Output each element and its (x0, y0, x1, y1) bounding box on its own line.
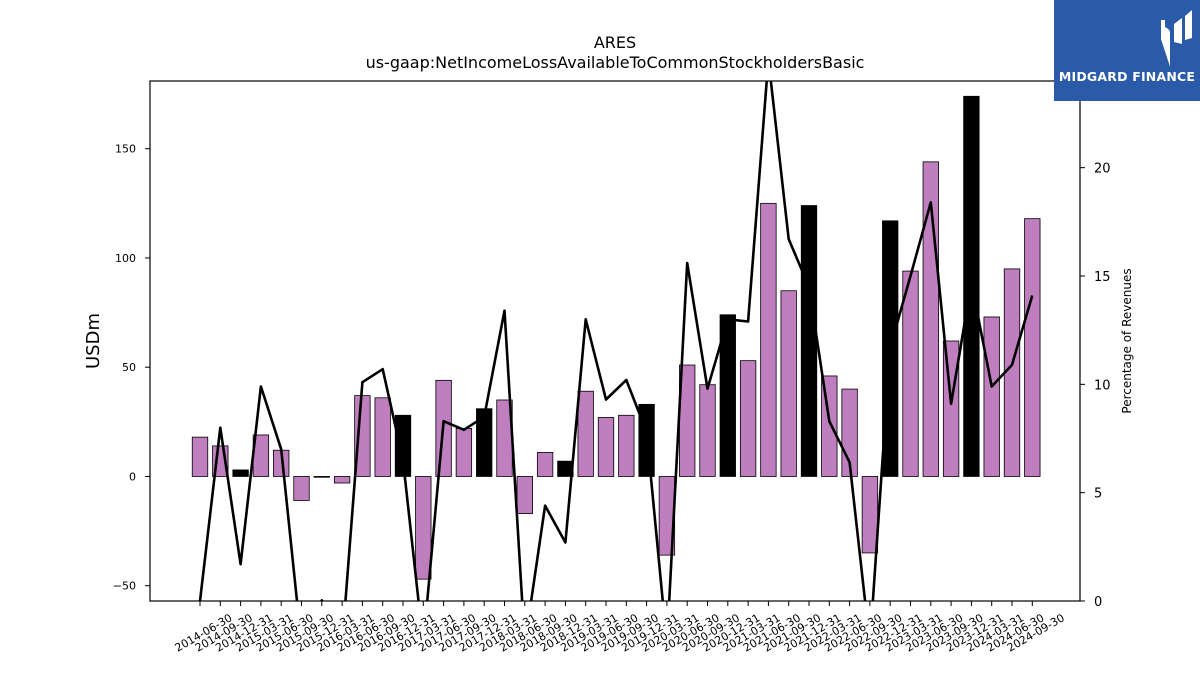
bar-2015-09-30 (293, 476, 310, 501)
y2-tick-label: 0 (1094, 595, 1102, 610)
bar-2021-06-30 (760, 202, 777, 477)
bar-2018-06-30 (516, 476, 533, 514)
bar-2019-06-30 (597, 417, 615, 477)
bar-2022-09-30 (861, 476, 879, 554)
y-tick-label: −50 (113, 580, 136, 593)
bar-2021-03-31 (739, 360, 757, 477)
y-tick-label: 100 (115, 252, 136, 265)
line-percentage-of-revenues (198, 81, 1034, 601)
y-tick-label: 50 (122, 361, 136, 374)
bar-2021-09-30 (780, 290, 797, 477)
bar-2014-06-30 (191, 436, 209, 477)
y2-axis-label: Percentage of Revenues (1120, 268, 1134, 413)
chart-subtitle: us-gaap:NetIncomeLossAvailableToCommonSt… (366, 53, 865, 72)
bar-2024-03-31 (983, 316, 1000, 477)
y2-tick-label: 5 (1094, 487, 1102, 502)
y-axis-label: USDm (83, 313, 104, 369)
bar-2024-09-30 (1024, 218, 1041, 477)
midgard-logo-icon (1161, 10, 1192, 67)
logo-text: MIDGARD FINANCE (1058, 69, 1196, 84)
bar-2020-12-31 (719, 314, 736, 477)
y2-tick-label: 15 (1094, 270, 1111, 285)
y-tick-label: 0 (129, 470, 136, 483)
bar-2019-03-31 (577, 390, 594, 477)
bar-2017-03-31 (415, 476, 432, 580)
bar-2020-09-30 (699, 384, 716, 477)
bar-2015-12-31 (313, 476, 330, 478)
bar-2016-12-31 (394, 414, 412, 477)
bar-2016-03-31 (333, 476, 351, 484)
plot-frame (149, 80, 1081, 602)
bar-2017-12-31 (476, 408, 493, 477)
y2-tick-label: 10 (1094, 378, 1111, 393)
plot-area: −50050100150051015202014-06-302014-09-30… (113, 80, 1111, 655)
bar-2016-09-30 (374, 397, 391, 477)
midgard-finance-logo: MIDGARD FINANCE (1054, 0, 1200, 101)
bar-2024-06-30 (1003, 268, 1021, 477)
bar-2014-12-31 (232, 469, 249, 477)
y-tick-label: 150 (115, 143, 136, 156)
bar-2023-03-31 (902, 270, 919, 477)
bar-2021-12-31 (800, 205, 818, 477)
y2-tick-label: 20 (1094, 162, 1111, 177)
bar-2018-09-30 (536, 452, 554, 477)
chart-title: ARES (594, 33, 636, 52)
bar-2017-09-30 (455, 427, 473, 477)
bar-2019-09-30 (618, 414, 635, 477)
